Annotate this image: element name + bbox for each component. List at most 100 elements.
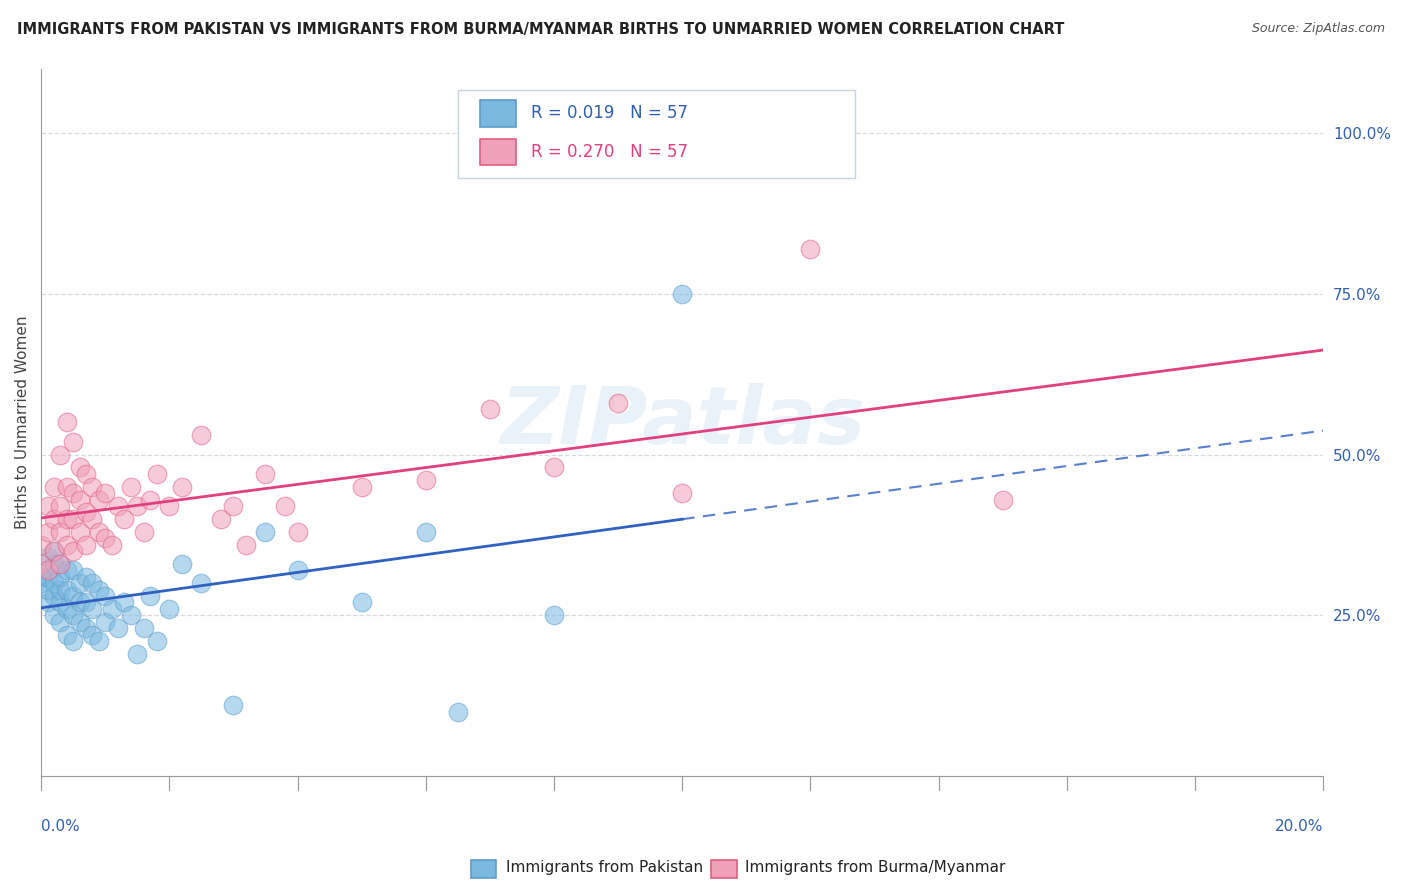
Point	[62, 589, 84, 603]
Point	[55, 480, 77, 494]
Y-axis label: Births to Unmarried Women: Births to Unmarried Women	[15, 316, 30, 529]
Point	[42, 589, 65, 603]
Point	[274, 499, 297, 513]
Point	[62, 434, 84, 449]
FancyBboxPatch shape	[479, 100, 516, 127]
Point	[139, 589, 162, 603]
Point	[87, 582, 110, 597]
Text: 0.0%: 0.0%	[41, 819, 80, 834]
Point	[415, 473, 437, 487]
Point	[55, 602, 77, 616]
Point	[127, 647, 149, 661]
Point	[30, 576, 52, 591]
Point	[37, 524, 59, 539]
Point	[145, 467, 167, 481]
Point	[82, 480, 104, 494]
Text: ZIPatlas: ZIPatlas	[499, 384, 865, 461]
Point	[42, 608, 65, 623]
Point	[127, 499, 149, 513]
Point	[107, 621, 129, 635]
Point	[145, 634, 167, 648]
Point	[62, 608, 84, 623]
Point	[172, 557, 194, 571]
Point	[94, 486, 117, 500]
Point	[415, 524, 437, 539]
Point	[799, 242, 821, 256]
Point	[235, 538, 257, 552]
Point	[447, 705, 470, 719]
Point	[30, 563, 52, 577]
Point	[82, 627, 104, 641]
Point	[37, 582, 59, 597]
Point	[55, 415, 77, 429]
Point	[120, 480, 142, 494]
Point	[75, 595, 97, 609]
Point	[607, 396, 630, 410]
Point	[55, 563, 77, 577]
Text: R = 0.019   N = 57: R = 0.019 N = 57	[531, 104, 688, 122]
Point	[114, 595, 136, 609]
Point	[37, 499, 59, 513]
Point	[69, 492, 91, 507]
Point	[55, 512, 77, 526]
Point	[172, 480, 194, 494]
Point	[543, 460, 565, 475]
Point	[107, 499, 129, 513]
Point	[75, 538, 97, 552]
Point	[30, 570, 52, 584]
Point	[62, 512, 84, 526]
Point	[42, 544, 65, 558]
Point	[254, 467, 277, 481]
Point	[55, 627, 77, 641]
Point	[49, 557, 72, 571]
Point	[87, 634, 110, 648]
Point	[190, 576, 212, 591]
Point	[87, 492, 110, 507]
FancyBboxPatch shape	[458, 90, 855, 178]
Point	[69, 460, 91, 475]
Point	[94, 615, 117, 629]
FancyBboxPatch shape	[471, 860, 496, 878]
Point	[49, 615, 72, 629]
Point	[671, 286, 693, 301]
Point	[100, 602, 122, 616]
Point	[671, 486, 693, 500]
Point	[49, 524, 72, 539]
Point	[49, 582, 72, 597]
Point	[49, 499, 72, 513]
Point	[478, 402, 501, 417]
Point	[62, 544, 84, 558]
Point	[62, 486, 84, 500]
Point	[69, 524, 91, 539]
Point	[222, 499, 245, 513]
Point	[94, 531, 117, 545]
Point	[82, 576, 104, 591]
Point	[75, 467, 97, 481]
Point	[132, 524, 155, 539]
Point	[62, 634, 84, 648]
Point	[75, 621, 97, 635]
Point	[543, 608, 565, 623]
Point	[42, 576, 65, 591]
Point	[55, 538, 77, 552]
Point	[82, 512, 104, 526]
Point	[287, 563, 309, 577]
Point	[254, 524, 277, 539]
Text: IMMIGRANTS FROM PAKISTAN VS IMMIGRANTS FROM BURMA/MYANMAR BIRTHS TO UNMARRIED WO: IMMIGRANTS FROM PAKISTAN VS IMMIGRANTS F…	[17, 22, 1064, 37]
Point	[37, 563, 59, 577]
Point	[37, 570, 59, 584]
Text: Immigrants from Pakistan: Immigrants from Pakistan	[506, 860, 703, 874]
Point	[190, 428, 212, 442]
Point	[42, 557, 65, 571]
Point	[49, 557, 72, 571]
Point	[30, 557, 52, 571]
Point	[222, 698, 245, 713]
Point	[87, 524, 110, 539]
Text: Source: ZipAtlas.com: Source: ZipAtlas.com	[1251, 22, 1385, 36]
Point	[55, 582, 77, 597]
Point	[30, 538, 52, 552]
Point	[157, 602, 180, 616]
Point	[49, 448, 72, 462]
Point	[37, 595, 59, 609]
Text: Immigrants from Burma/Myanmar: Immigrants from Burma/Myanmar	[745, 860, 1005, 874]
